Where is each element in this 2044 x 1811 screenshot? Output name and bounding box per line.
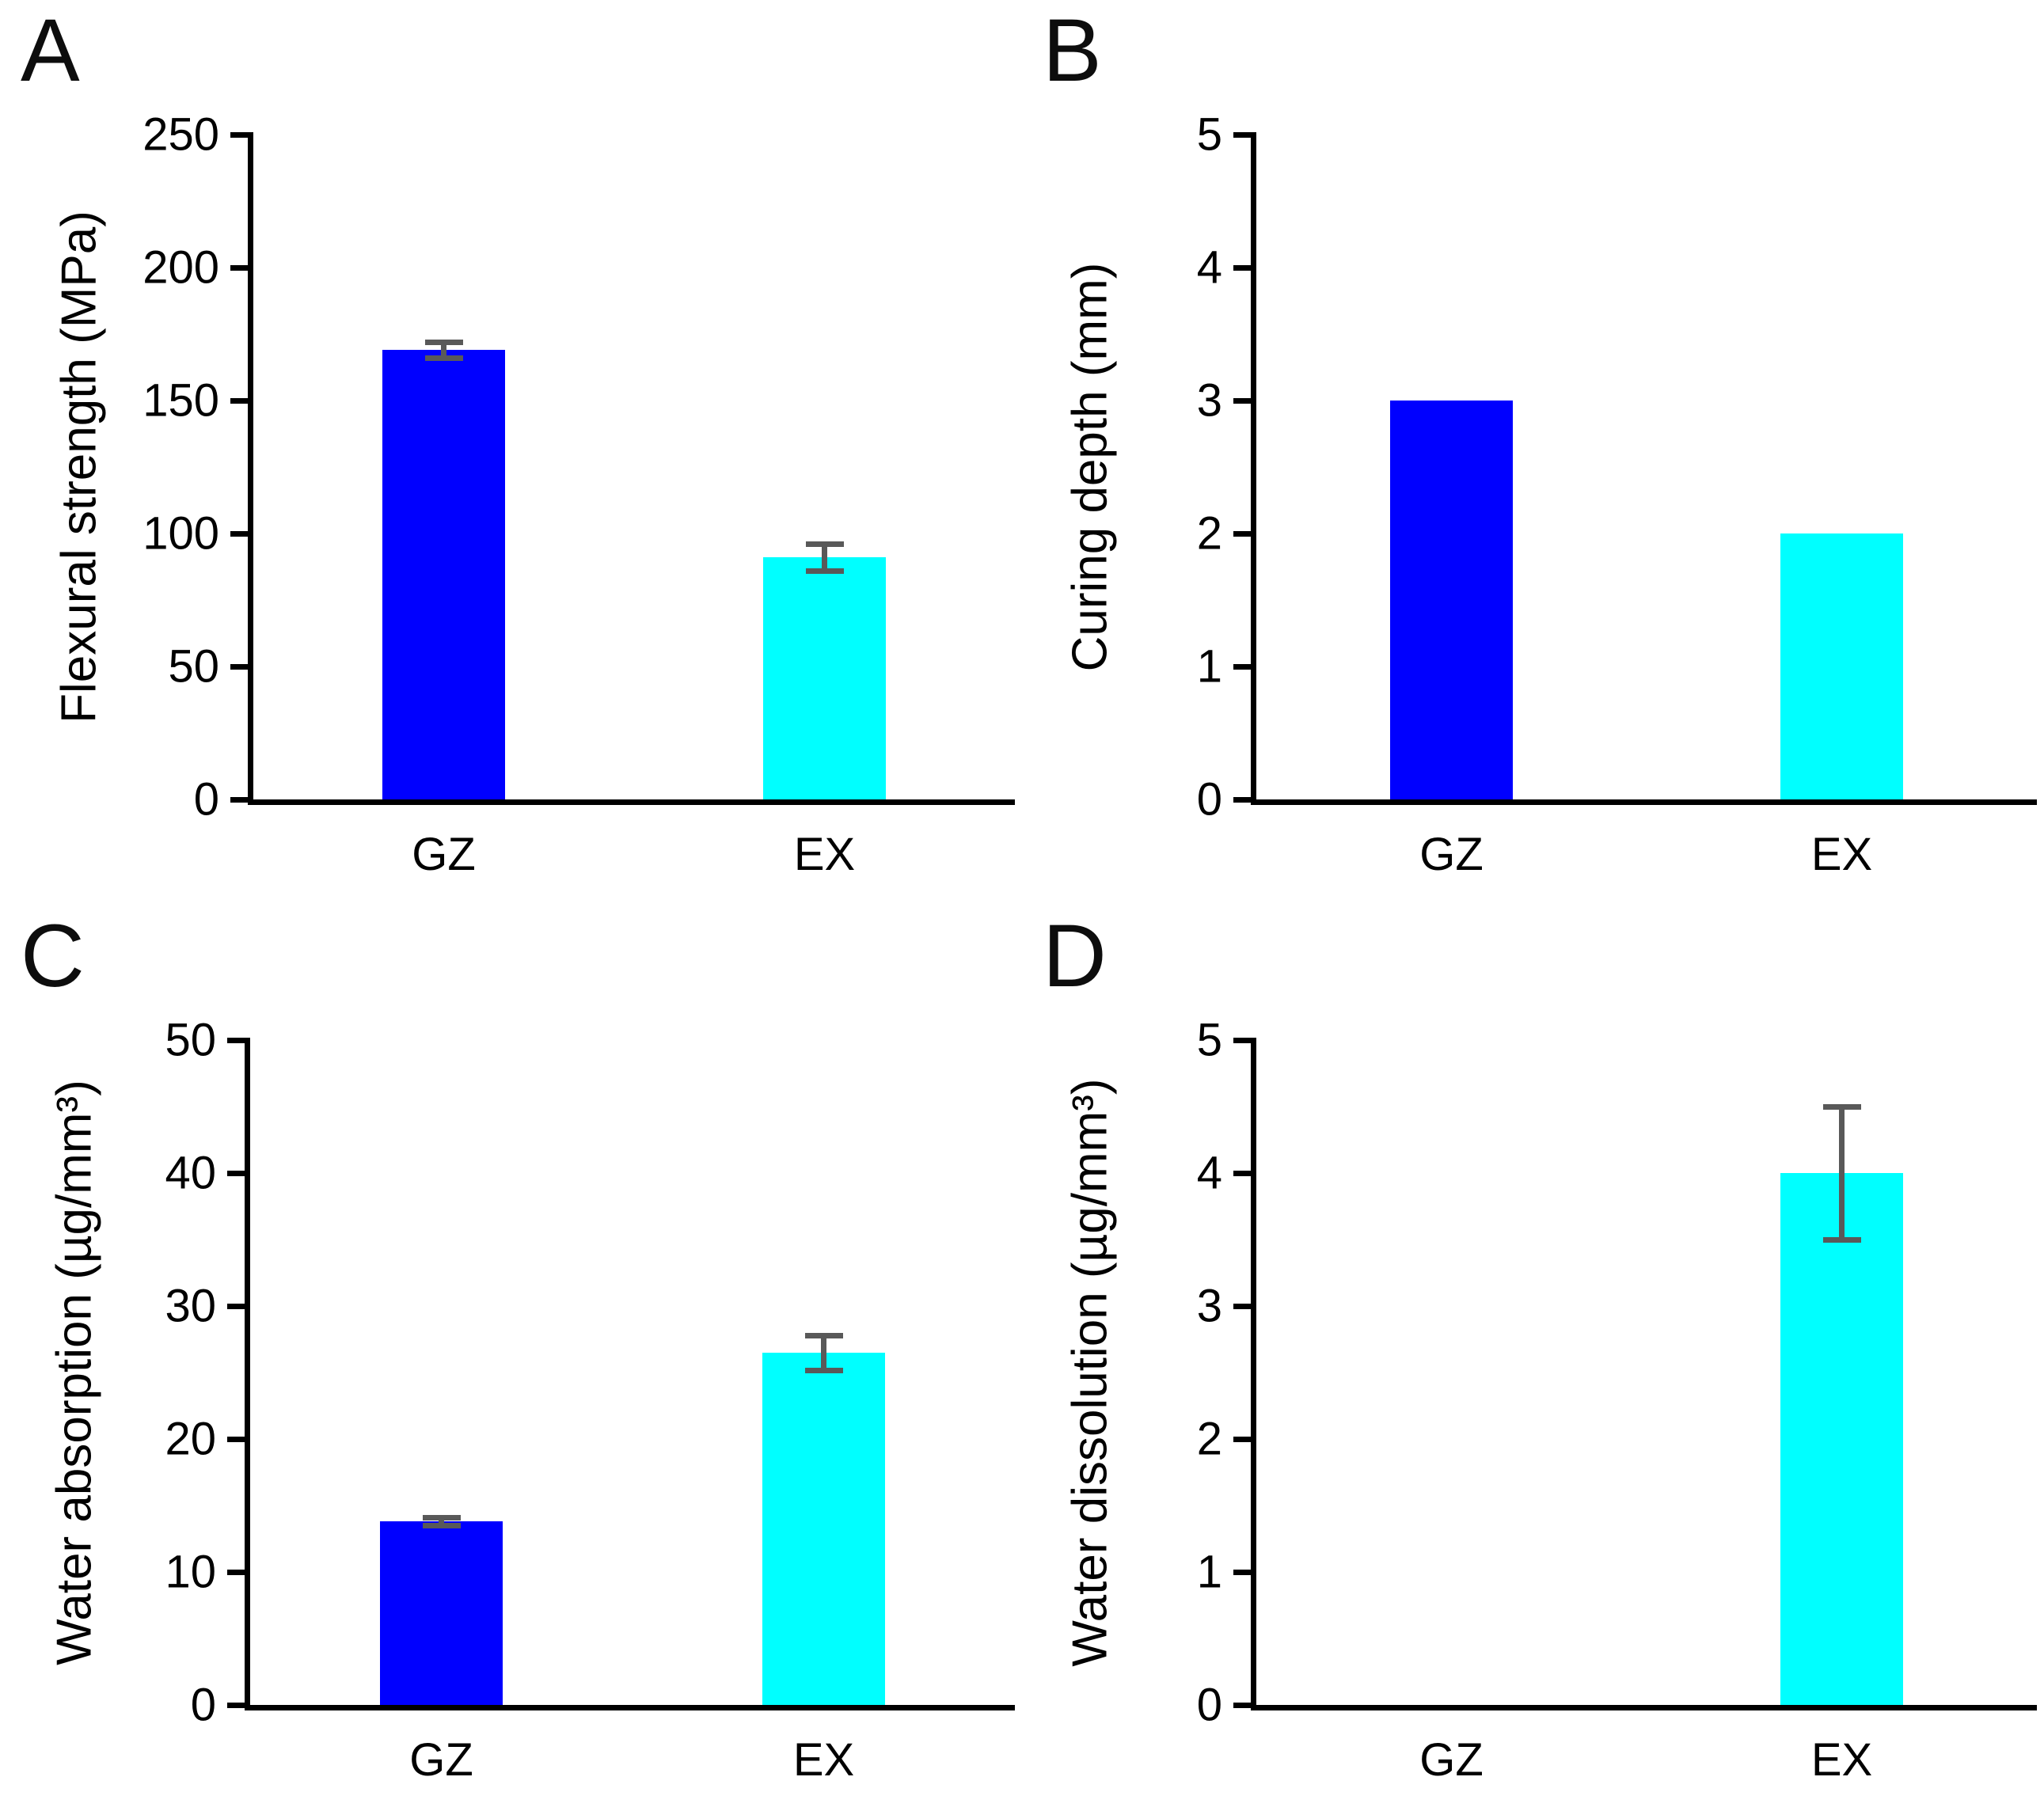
panel-D: D Water dissolution (µg/mm³) 0 1 2 3 4 5 GZ EX: [1022, 906, 2044, 1811]
y-tick: [230, 664, 248, 670]
x-axis-line: [1251, 799, 2037, 805]
panel-C: C Water absorption (µg/mm³) 0 10 20 30 40 50 GZ…: [0, 906, 1022, 1811]
y-tick: [1233, 1437, 1251, 1442]
y-tick-label: 50: [165, 1014, 216, 1066]
y-tick-label: 250: [142, 108, 219, 161]
y-tick: [1233, 664, 1251, 670]
y-tick-label: 3: [1196, 1280, 1222, 1332]
error-cap-bottom-GZ: [422, 1523, 461, 1529]
y-tick-label: 150: [142, 374, 219, 427]
y-tick-label: 0: [1196, 773, 1222, 826]
error-bar-EX: [1839, 1107, 1845, 1240]
error-bar-GZ: [439, 1517, 444, 1526]
y-tick: [230, 132, 248, 138]
bar-EX: [763, 557, 886, 799]
y-axis-line: [1251, 1038, 1256, 1710]
error-cap-bottom-EX: [1822, 1237, 1861, 1243]
category-label-EX: EX: [793, 829, 856, 880]
y-tick: [230, 265, 248, 271]
y-tick-label: 5: [1196, 108, 1222, 161]
y-tick: [1233, 1038, 1251, 1043]
panel-letter-D: D: [1043, 906, 1107, 1005]
x-axis-line: [245, 1705, 1015, 1710]
x-axis-line: [248, 799, 1015, 805]
y-tick: [1233, 265, 1251, 271]
y-axis-line: [245, 1038, 250, 1710]
y-tick: [1233, 1304, 1251, 1309]
y-tick-label: 1: [1196, 640, 1222, 693]
error-cap-bottom-GZ: [424, 355, 463, 362]
y-tick-label: 0: [1196, 1679, 1222, 1731]
y-tick: [227, 1171, 245, 1176]
y-tick-label: 4: [1196, 241, 1222, 294]
y-tick: [227, 1703, 245, 1708]
y-tick: [230, 531, 248, 537]
panel-A: A Flexural strength (MPa) 0 50 100 150 200 250…: [0, 0, 1022, 906]
error-cap-top-EX: [804, 1332, 843, 1338]
category-label-GZ: GZ: [1419, 1734, 1484, 1786]
y-tick-label: 1: [1196, 1546, 1222, 1598]
y-tick-label: 30: [165, 1280, 216, 1332]
y-tick-label: 100: [142, 507, 219, 560]
error-cap-top-GZ: [424, 340, 463, 346]
error-cap-bottom-EX: [805, 568, 844, 575]
panel-letter-A: A: [21, 1, 81, 100]
y-tick: [1233, 797, 1251, 803]
y-tick: [1233, 132, 1251, 138]
y-tick-label: 10: [165, 1546, 216, 1598]
y-tick-label: 0: [193, 773, 219, 826]
y-tick-label: 2: [1196, 507, 1222, 560]
y-tick-label: 50: [168, 640, 219, 693]
error-bar-GZ: [441, 342, 446, 359]
y-tick: [227, 1437, 245, 1442]
y-tick-label: 4: [1196, 1147, 1222, 1199]
y-tick: [230, 398, 248, 404]
y-axis-line: [248, 132, 253, 805]
bar-GZ: [382, 350, 505, 799]
category-label-GZ: GZ: [412, 829, 476, 880]
y-tick: [227, 1304, 245, 1309]
error-cap-top-EX: [805, 541, 844, 548]
y-tick: [1233, 1570, 1251, 1575]
y-tick-label: 5: [1196, 1014, 1222, 1066]
error-bar-EX: [821, 1335, 826, 1370]
bar-EX: [1780, 533, 1903, 799]
y-tick: [227, 1038, 245, 1043]
y-tick: [1233, 1703, 1251, 1708]
error-cap-bottom-EX: [804, 1367, 843, 1373]
panel-letter-C: C: [21, 906, 85, 1005]
y-tick-label: 0: [190, 1679, 216, 1731]
y-tick: [1233, 1171, 1251, 1176]
error-cap-top-GZ: [422, 1515, 461, 1521]
error-bar-EX: [822, 544, 827, 571]
y-tick: [1233, 531, 1251, 537]
panel-B: B Curing depth (mm) 0 1 2 3 4 5 GZ EX: [1022, 0, 2044, 906]
y-tick-label: 3: [1196, 374, 1222, 427]
y-axis-line: [1251, 132, 1256, 805]
category-label-GZ: GZ: [409, 1734, 473, 1786]
category-label-EX: EX: [792, 1734, 855, 1786]
y-tick-label: 2: [1196, 1413, 1222, 1465]
y-tick-label: 200: [142, 241, 219, 294]
y-axis-title: Curing depth (mm): [1062, 262, 1118, 672]
y-tick: [230, 797, 248, 803]
x-axis-line: [1251, 1705, 2037, 1710]
category-label-EX: EX: [1810, 829, 1873, 880]
bar-GZ: [1390, 401, 1513, 799]
error-cap-top-EX: [1822, 1104, 1861, 1110]
bar-EX: [1780, 1173, 1903, 1705]
y-tick: [227, 1570, 245, 1575]
category-label-EX: EX: [1810, 1734, 1873, 1786]
y-tick: [1233, 398, 1251, 404]
y-tick-label: 20: [165, 1413, 216, 1465]
bar-EX: [762, 1352, 885, 1705]
y-tick-label: 40: [165, 1147, 216, 1199]
bar-GZ: [380, 1521, 503, 1705]
category-label-GZ: GZ: [1419, 829, 1484, 880]
panel-letter-B: B: [1043, 1, 1103, 100]
